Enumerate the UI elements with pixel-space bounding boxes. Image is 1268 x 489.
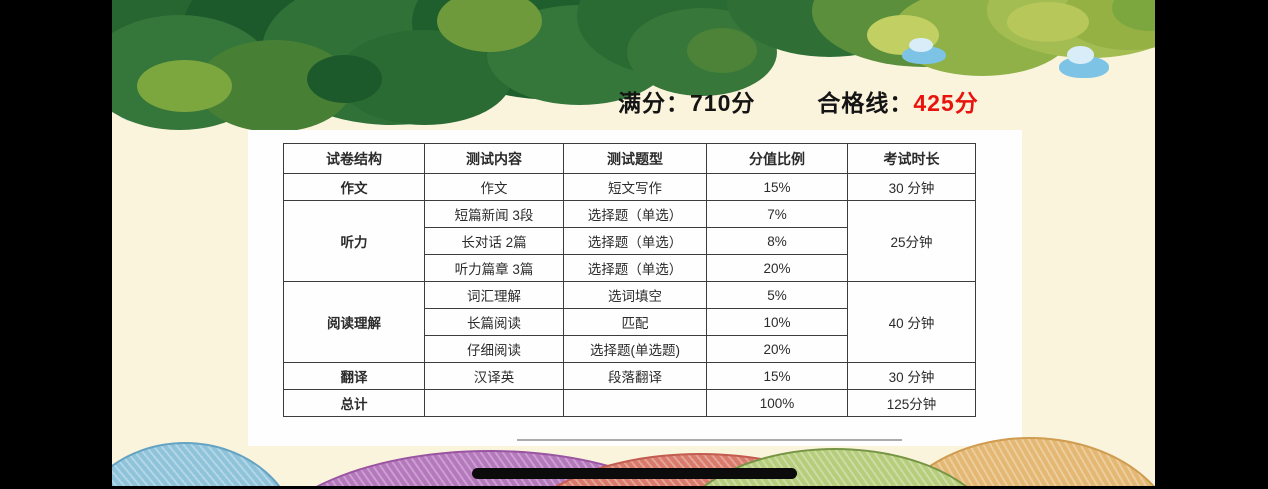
cell-structure: 作文 — [283, 173, 425, 201]
col-header-type: 测试题型 — [563, 143, 707, 174]
leaf-blob — [137, 60, 232, 112]
cell-type: 选词填空 — [563, 281, 707, 309]
cell-duration: 25分钟 — [847, 200, 976, 282]
cell-content: 长篇阅读 — [424, 308, 564, 336]
table-panel: 试卷结构 测试内容 测试题型 分值比例 考试时长 作文 作文 短文写作 15% … — [248, 130, 1022, 446]
table-row: 长对话 2篇 选择题（单选） 8% — [284, 227, 976, 255]
max-score-text: 满分：710分 — [618, 90, 756, 116]
cell-duration: 40 分钟 — [847, 281, 976, 363]
cell-content: 长对话 2篇 — [424, 227, 564, 255]
cell-ratio: 10% — [706, 308, 848, 336]
cell-structure: 听力 — [283, 200, 425, 282]
cell-type: 匹配 — [563, 308, 707, 336]
pass-line-value: 425分 — [913, 90, 979, 116]
cell-content: 听力篇章 3篇 — [424, 254, 564, 282]
cell-type: 段落翻译 — [563, 362, 707, 390]
table-row: 仔细阅读 选择题(单选题) 20% — [284, 335, 976, 363]
exam-structure-table: 试卷结构 测试内容 测试题型 分值比例 考试时长 作文 作文 短文写作 15% … — [283, 143, 976, 417]
cell-type: 选择题（单选） — [563, 254, 707, 282]
table-row: 听力 短篇新闻 3段 选择题（单选） 7% 25分钟 — [283, 200, 976, 282]
cell-type: 选择题（单选） — [563, 200, 707, 228]
cell-duration: 125分钟 — [847, 389, 976, 417]
cell-content — [424, 389, 564, 417]
cell-ratio: 15% — [706, 362, 848, 390]
cell-content: 仔细阅读 — [424, 335, 564, 363]
leaf-blob — [1007, 2, 1089, 42]
cell-content: 词汇理解 — [424, 281, 564, 309]
foliage-decoration — [112, 0, 1155, 150]
cell-type — [563, 389, 707, 417]
cell-structure: 总计 — [283, 389, 425, 417]
cloud-icon — [902, 37, 946, 64]
cell-content: 汉译英 — [424, 362, 564, 390]
cell-ratio: 8% — [706, 227, 848, 255]
cell-ratio: 100% — [706, 389, 848, 417]
cell-duration: 30 分钟 — [847, 173, 976, 201]
cloud-icon — [1059, 46, 1109, 78]
table-header-row: 试卷结构 测试内容 测试题型 分值比例 考试时长 — [283, 143, 976, 174]
score-headline: 满分：710分 合格线： 425分 — [618, 84, 979, 118]
cell-ratio: 20% — [706, 254, 848, 282]
cell-structure: 阅读理解 — [283, 281, 425, 363]
cell-structure: 翻译 — [283, 362, 425, 390]
slide-stage: 满分：710分 合格线： 425分 试卷结构 测试内容 测试题型 分值比例 考试… — [112, 0, 1155, 486]
table-row: 作文 作文 短文写作 15% 30 分钟 — [283, 173, 976, 201]
cell-type: 选择题(单选题) — [563, 335, 707, 363]
bottom-marker-bar — [472, 468, 797, 479]
cell-type: 选择题（单选） — [563, 227, 707, 255]
cell-ratio: 5% — [706, 281, 848, 309]
table-row: 听力篇章 3篇 选择题（单选） 20% — [284, 254, 976, 282]
cell-content: 短篇新闻 3段 — [424, 200, 564, 228]
table-row: 阅读理解 词汇理解 选词填空 5% 40 分钟 — [283, 281, 976, 363]
panel-underline — [517, 439, 902, 441]
leaf-blob — [687, 28, 757, 73]
leaf-blob — [437, 0, 542, 52]
table-row: 总计 100% 125分钟 — [283, 389, 976, 417]
col-header-duration: 考试时长 — [847, 143, 976, 174]
cell-ratio: 15% — [706, 173, 848, 201]
table-row: 翻译 汉译英 段落翻译 15% 30 分钟 — [283, 362, 976, 390]
table-row: 长篇阅读 匹配 10% — [284, 308, 976, 336]
cell-ratio: 7% — [706, 200, 848, 228]
cell-content: 作文 — [424, 173, 564, 201]
cell-ratio: 20% — [706, 335, 848, 363]
col-header-ratio: 分值比例 — [706, 143, 848, 174]
hill-blue — [112, 442, 300, 486]
cell-duration: 30 分钟 — [847, 362, 976, 390]
col-header-structure: 试卷结构 — [283, 143, 425, 174]
cell-type: 短文写作 — [563, 173, 707, 201]
col-header-content: 测试内容 — [424, 143, 564, 174]
leaf-blob — [307, 55, 382, 103]
pass-line-label: 合格线： — [817, 90, 914, 116]
